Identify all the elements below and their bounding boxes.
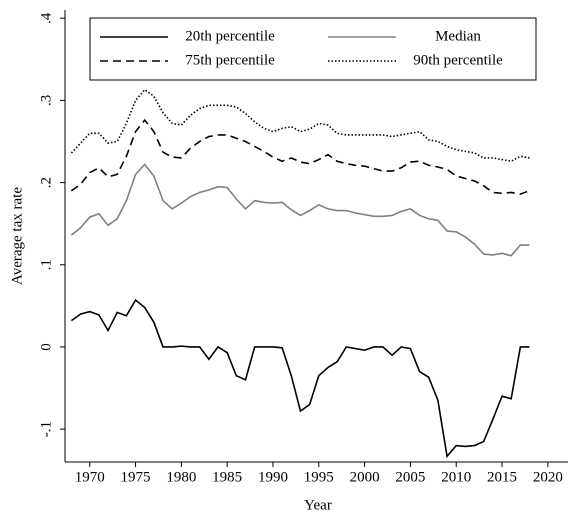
x-tick-label: 1970 [75,469,105,485]
x-tick-label: 1980 [166,469,196,485]
series-line [70,88,530,163]
y-tick-label: .3 [38,95,54,106]
legend-label: Median [435,28,481,44]
series-line [70,118,530,195]
x-tick-label: 2020 [533,469,563,485]
x-tick-label: 2010 [441,469,471,485]
y-axis-title: Average tax rate [9,187,25,285]
series-line [70,163,530,257]
legend-box [89,17,537,81]
y-tick-label: 0 [38,343,54,351]
x-tick-label: 1975 [121,469,151,485]
y-tick-label: .1 [38,259,54,270]
x-tick-label: 1990 [258,469,288,485]
x-tick-label: 1995 [304,469,334,485]
series-line [70,298,530,459]
y-tick-label: .4 [38,12,54,24]
x-tick-label: 2000 [350,469,380,485]
legend-label: 90th percentile [413,52,503,68]
x-tick-label: 2005 [395,469,425,485]
x-tick-label: 2015 [487,469,517,485]
x-tick-label: 1985 [212,469,242,485]
y-tick-label: -.1 [38,421,54,437]
x-axis-title: Year [304,497,332,513]
legend-label: 75th percentile [185,52,275,68]
y-tick-label: .2 [38,177,54,188]
legend-label: 20th percentile [185,28,275,44]
